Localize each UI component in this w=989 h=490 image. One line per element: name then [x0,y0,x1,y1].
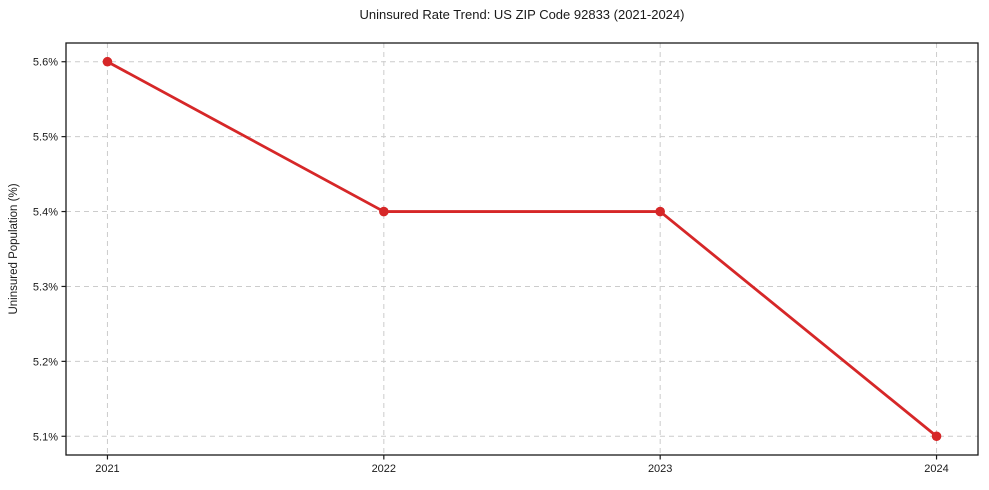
chart-title: Uninsured Rate Trend: US ZIP Code 92833 … [359,7,685,22]
y-tick-label: 5.5% [33,132,58,144]
plot-border [65,42,979,456]
y-tick-label: 5.2% [33,356,58,368]
data-point-marker [931,431,942,442]
data-point-marker [102,56,113,67]
data-point-marker [655,206,665,217]
y-tick-label: 5.4% [33,207,58,219]
x-tick-label: 2024 [924,463,948,475]
trend-line [106,60,938,438]
y-tick-label: 5.3% [33,281,58,293]
x-tick-label: 2023 [648,463,672,475]
x-tick-label: 2022 [372,463,396,475]
y-tick-label: 5.1% [33,431,58,443]
x-tick-label: 2021 [95,463,119,475]
y-tick-label: 5.6% [33,57,58,69]
data-point-marker [379,206,389,217]
